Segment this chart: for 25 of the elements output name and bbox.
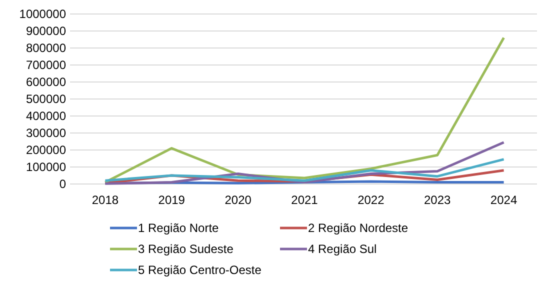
legend-label: 5 Região Centro-Oeste <box>138 263 262 278</box>
y-tick-label: 800000 <box>26 41 66 56</box>
x-tick-label: 2018 <box>92 193 119 207</box>
line-series <box>104 36 506 184</box>
y-tick-label: 100000 <box>26 160 66 174</box>
y-tick-label: 300000 <box>26 126 66 140</box>
x-tick-label: 2020 <box>224 193 252 207</box>
y-tick-label: 600000 <box>26 75 66 90</box>
y-tick-label: 700000 <box>26 58 66 72</box>
line-series <box>104 158 506 182</box>
y-tick-label: 500000 <box>26 92 66 106</box>
y-tick-label: 1000000 <box>19 7 66 22</box>
legend-label: 3 Região Sudeste <box>138 242 234 256</box>
x-tick-label: 2019 <box>158 193 186 207</box>
legend-label: 4 Região Sul <box>308 242 377 256</box>
y-tick-label: 900000 <box>26 24 66 38</box>
x-tick-label: 2021 <box>291 193 318 207</box>
y-tick-label: 400000 <box>26 109 66 124</box>
legend-label: 1 Região Norte <box>138 221 220 236</box>
x-tick-label: 2023 <box>424 193 452 207</box>
legend-label: 2 Região Nordeste <box>308 221 408 236</box>
y-tick-label: 0 <box>59 177 66 192</box>
x-tick-label: 2022 <box>358 193 385 207</box>
y-tick-label: 200000 <box>26 143 66 158</box>
x-tick-label: 2024 <box>490 193 518 207</box>
